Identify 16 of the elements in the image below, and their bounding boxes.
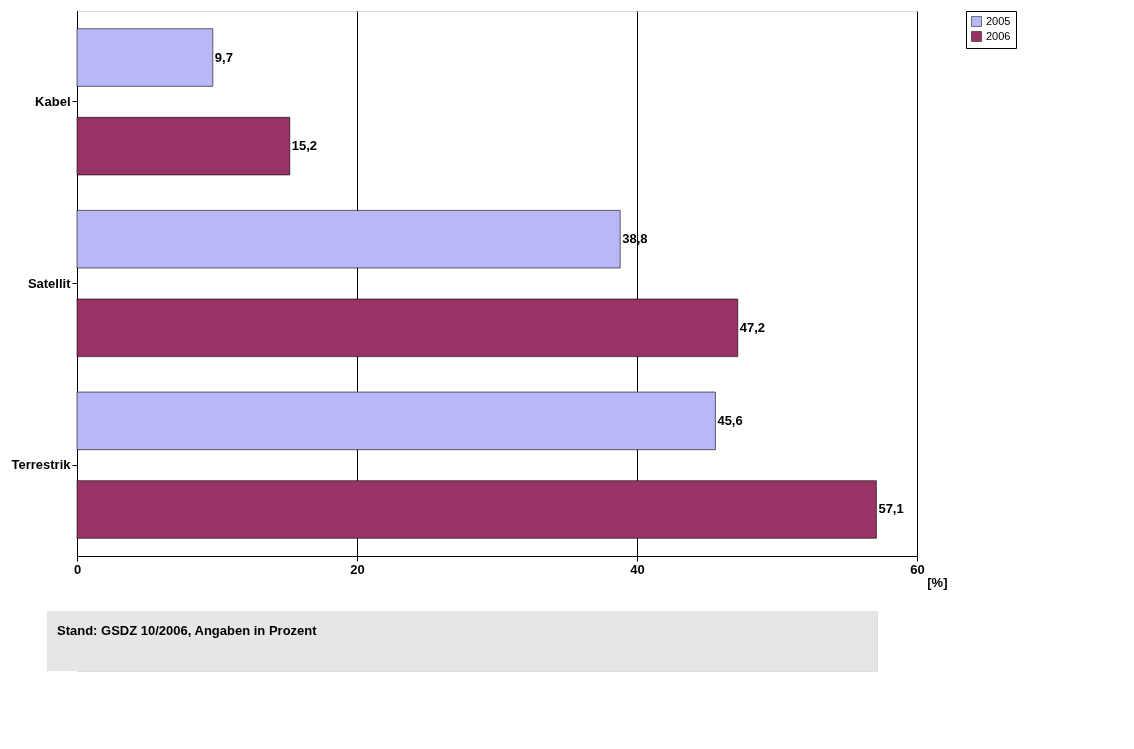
data-label: 9,7 [214, 49, 233, 65]
legend-label: 2006 [986, 29, 1011, 42]
x-tick-label: 60 [910, 561, 925, 577]
data-label: 15,2 [291, 138, 318, 154]
x-tick-label: 0 [73, 561, 82, 577]
legend-label: 2005 [986, 14, 1011, 27]
y-tick-label: Terrestrik [11, 457, 72, 473]
x-axis-title: [%] [927, 574, 948, 590]
data-label: 45,6 [717, 412, 743, 428]
x-tick-label: 20 [350, 561, 365, 577]
data-label: 47,2 [739, 319, 766, 335]
data-label: 57,1 [878, 501, 904, 517]
x-tick-label: 40 [630, 561, 645, 577]
y-tick-label: Satellit [27, 275, 72, 291]
text: Stand: GSDZ 10/2006, Angaben in Prozent [57, 623, 318, 638]
y-tick-label: Kabel [35, 93, 71, 109]
